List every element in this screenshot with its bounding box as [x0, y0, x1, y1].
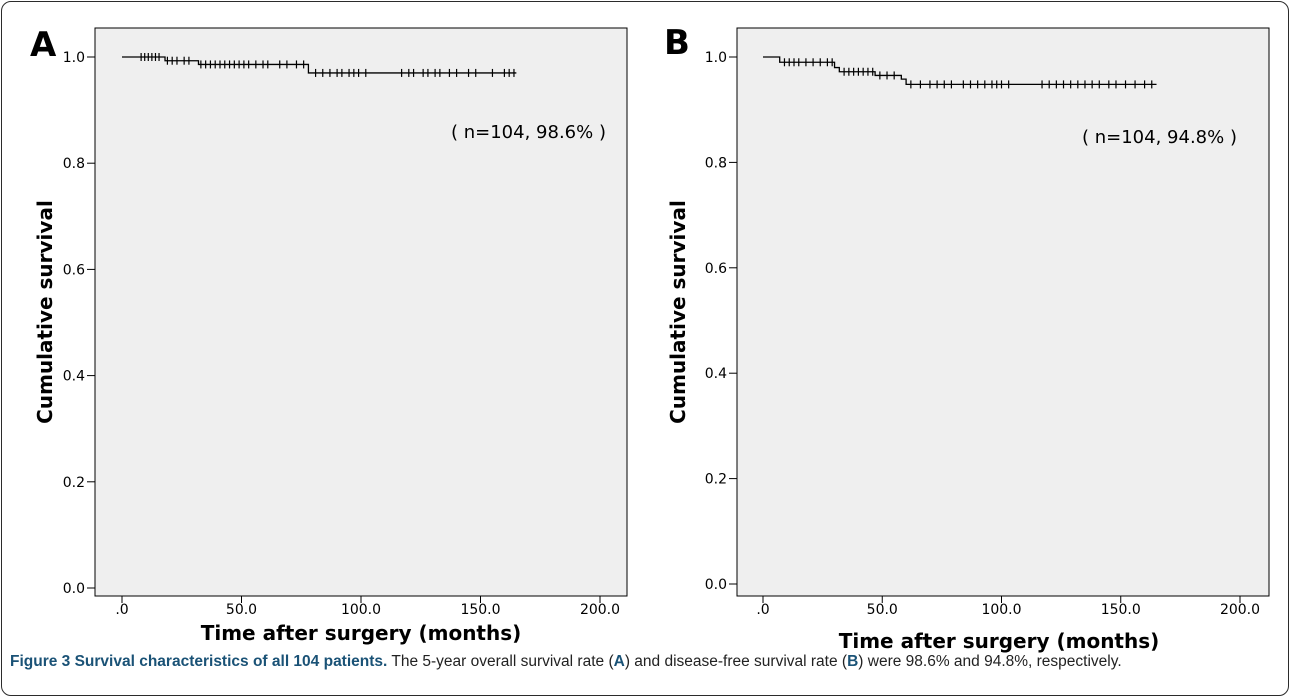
plot-area [736, 27, 1270, 597]
y-axis: 0.0 0.2 0.4 0.6 0.8 1.0 [63, 50, 95, 597]
y-tick-label: 1.0 [705, 50, 727, 66]
figure-caption: Figure 3 Survival characteristics of all… [10, 651, 1282, 672]
panel-label: A [30, 25, 57, 65]
x-tick-label: 100.0 [341, 602, 381, 618]
caption-ref-b: B [847, 653, 859, 670]
y-tick-label: 0.8 [63, 156, 85, 172]
caption-text: ) and disease-free survival rate ( [624, 653, 848, 670]
plot-area [94, 27, 628, 597]
survival-curve [122, 56, 517, 74]
x-axis-title: Time after surgery (months) [839, 629, 1160, 653]
x-tick-label: .0 [756, 602, 769, 618]
y-tick-label: 0.4 [63, 369, 85, 385]
x-tick-label: 150.0 [460, 602, 500, 618]
survival-series [122, 53, 517, 77]
y-tick-label: 0.6 [705, 261, 727, 277]
y-tick-label: 0.0 [705, 577, 727, 593]
caption-text: The 5-year overall survival rate ( [387, 653, 614, 670]
y-tick-label: 0.4 [705, 366, 727, 382]
panel-b: B Cumulative survival Time after surgery… [664, 23, 1270, 653]
survival-figure: A Cumulative survival Time after surgery… [30, 23, 1270, 653]
x-tick-label: .0 [115, 602, 128, 618]
caption-ref-a: A [613, 653, 625, 670]
y-axis: 0.0 0.2 0.4 0.6 0.8 1.0 [705, 50, 737, 593]
survival-annotation: ( n=104, 94.8% ) [1082, 127, 1237, 148]
x-tick-label: 50.0 [867, 602, 898, 618]
survival-series [763, 56, 1157, 89]
y-axis-title: Cumulative survival [33, 200, 57, 424]
y-tick-label: 0.2 [63, 475, 85, 491]
y-axis-title: Cumulative survival [666, 200, 690, 424]
x-tick-label: 150.0 [1101, 602, 1141, 618]
y-tick-label: 0.0 [63, 581, 85, 597]
x-axis-title: Time after surgery (months) [201, 621, 522, 645]
x-axis: .0 50.0 100.0 150.0 200.0 [115, 596, 620, 618]
survival-annotation: ( n=104, 98.6% ) [451, 122, 606, 143]
x-tick-label: 50.0 [226, 602, 257, 618]
caption-title: Figure 3 Survival characteristics of all… [10, 653, 388, 670]
y-tick-label: 0.6 [63, 262, 85, 278]
panel-a: A Cumulative survival Time after surgery… [30, 25, 628, 645]
x-tick-label: 200.0 [580, 602, 620, 618]
x-tick-label: 200.0 [1220, 602, 1260, 618]
y-tick-label: 0.8 [705, 155, 727, 171]
y-tick-label: 1.0 [63, 50, 85, 66]
caption-text: ) were 98.6% and 94.8%, respectively. [858, 653, 1122, 670]
panel-label: B [664, 23, 690, 63]
x-axis: .0 50.0 100.0 150.0 200.0 [756, 596, 1260, 618]
x-tick-label: 100.0 [981, 602, 1021, 618]
y-tick-label: 0.2 [705, 472, 727, 488]
